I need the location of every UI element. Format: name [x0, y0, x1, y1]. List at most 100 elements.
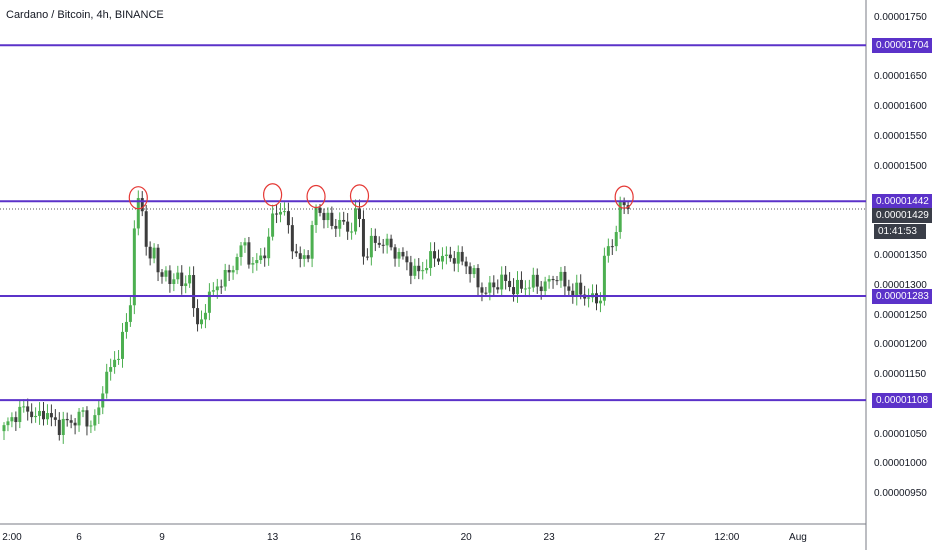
candle-body [235, 256, 239, 271]
candle-body [176, 272, 180, 280]
candle-body [81, 410, 85, 412]
candle-body [476, 268, 480, 288]
candle [6, 417, 10, 432]
candle [61, 411, 65, 444]
candle-body [358, 208, 361, 219]
candle-body [18, 406, 22, 423]
candle [338, 212, 342, 237]
candle-body [373, 235, 377, 243]
candle [334, 218, 338, 238]
candle [203, 304, 207, 329]
candle [389, 234, 393, 251]
candle [512, 278, 516, 302]
candle-body [389, 238, 393, 248]
candle-body [271, 213, 275, 237]
candle-body [429, 251, 433, 269]
candle-body [563, 271, 567, 287]
candle [211, 282, 215, 296]
candle-body [69, 420, 73, 423]
candle-body [571, 290, 575, 297]
candle-body [417, 265, 421, 272]
candle [618, 196, 622, 239]
candle-body [512, 287, 516, 295]
candle-body [326, 212, 330, 221]
candle [330, 206, 334, 230]
candle [519, 271, 523, 293]
annotation-circles [128, 183, 634, 210]
price-tick-label: 0.00001650 [874, 71, 927, 83]
candle-body [567, 286, 571, 291]
candle-body [393, 247, 397, 259]
candle [425, 259, 429, 274]
candle-body [2, 425, 6, 432]
candle-body [200, 319, 203, 325]
candle [385, 233, 389, 254]
candle [14, 411, 18, 431]
candle-body [377, 242, 381, 245]
candle-body [61, 418, 65, 436]
candle-body [401, 251, 405, 257]
candle [219, 279, 223, 294]
candle [243, 237, 247, 253]
candle-body [421, 270, 425, 272]
candle [93, 409, 97, 431]
candle-body [381, 244, 385, 246]
candle [591, 284, 595, 303]
candle [207, 283, 211, 321]
candle [113, 351, 117, 374]
price-tick-label: 0.00001550 [874, 130, 927, 142]
candle-body [45, 413, 49, 420]
candle [492, 275, 496, 296]
candle-body [622, 202, 626, 206]
candle-body [302, 255, 306, 259]
candle-body [172, 279, 176, 284]
level-price-tag: 0.00001283 [872, 288, 932, 304]
candle-body [575, 282, 579, 297]
candle [144, 204, 148, 256]
time-tick-label: 9 [159, 532, 165, 543]
candle [85, 406, 89, 436]
candle [523, 280, 527, 297]
candle-body [136, 198, 140, 229]
candle-body [405, 256, 409, 263]
candle-body [184, 283, 188, 287]
candle-body [484, 292, 488, 294]
candle-body [77, 411, 81, 426]
candle-body [314, 207, 318, 226]
candle [172, 273, 176, 292]
candle-body [342, 219, 346, 222]
candle-body [425, 268, 429, 271]
candle-body [369, 235, 373, 258]
candle [275, 204, 279, 224]
candle-body [85, 410, 89, 427]
candle [555, 276, 559, 286]
candle [188, 266, 192, 288]
candle-body [286, 211, 290, 226]
candle [105, 363, 109, 399]
candle-body [26, 406, 30, 412]
candle [452, 250, 456, 272]
annotation-circle [128, 186, 148, 210]
candle [97, 400, 101, 424]
candle-body [65, 418, 69, 421]
candle [267, 228, 271, 266]
candle-body [444, 254, 448, 256]
candle-body [10, 417, 14, 422]
candle [271, 204, 275, 241]
candle [551, 275, 555, 289]
candle-body [180, 272, 184, 287]
candle-body [105, 371, 109, 394]
candle-body [306, 255, 310, 259]
candle-body [211, 290, 215, 292]
candle-body [148, 246, 152, 259]
candle [472, 265, 476, 278]
candle-body [338, 219, 342, 229]
candle-body [437, 258, 440, 262]
candle [401, 247, 405, 260]
candle-body [433, 251, 437, 259]
horizontal-levels [0, 44, 866, 402]
candle-body [523, 288, 527, 290]
time-tick-label: 12:00 [714, 532, 740, 543]
candle [124, 313, 128, 339]
